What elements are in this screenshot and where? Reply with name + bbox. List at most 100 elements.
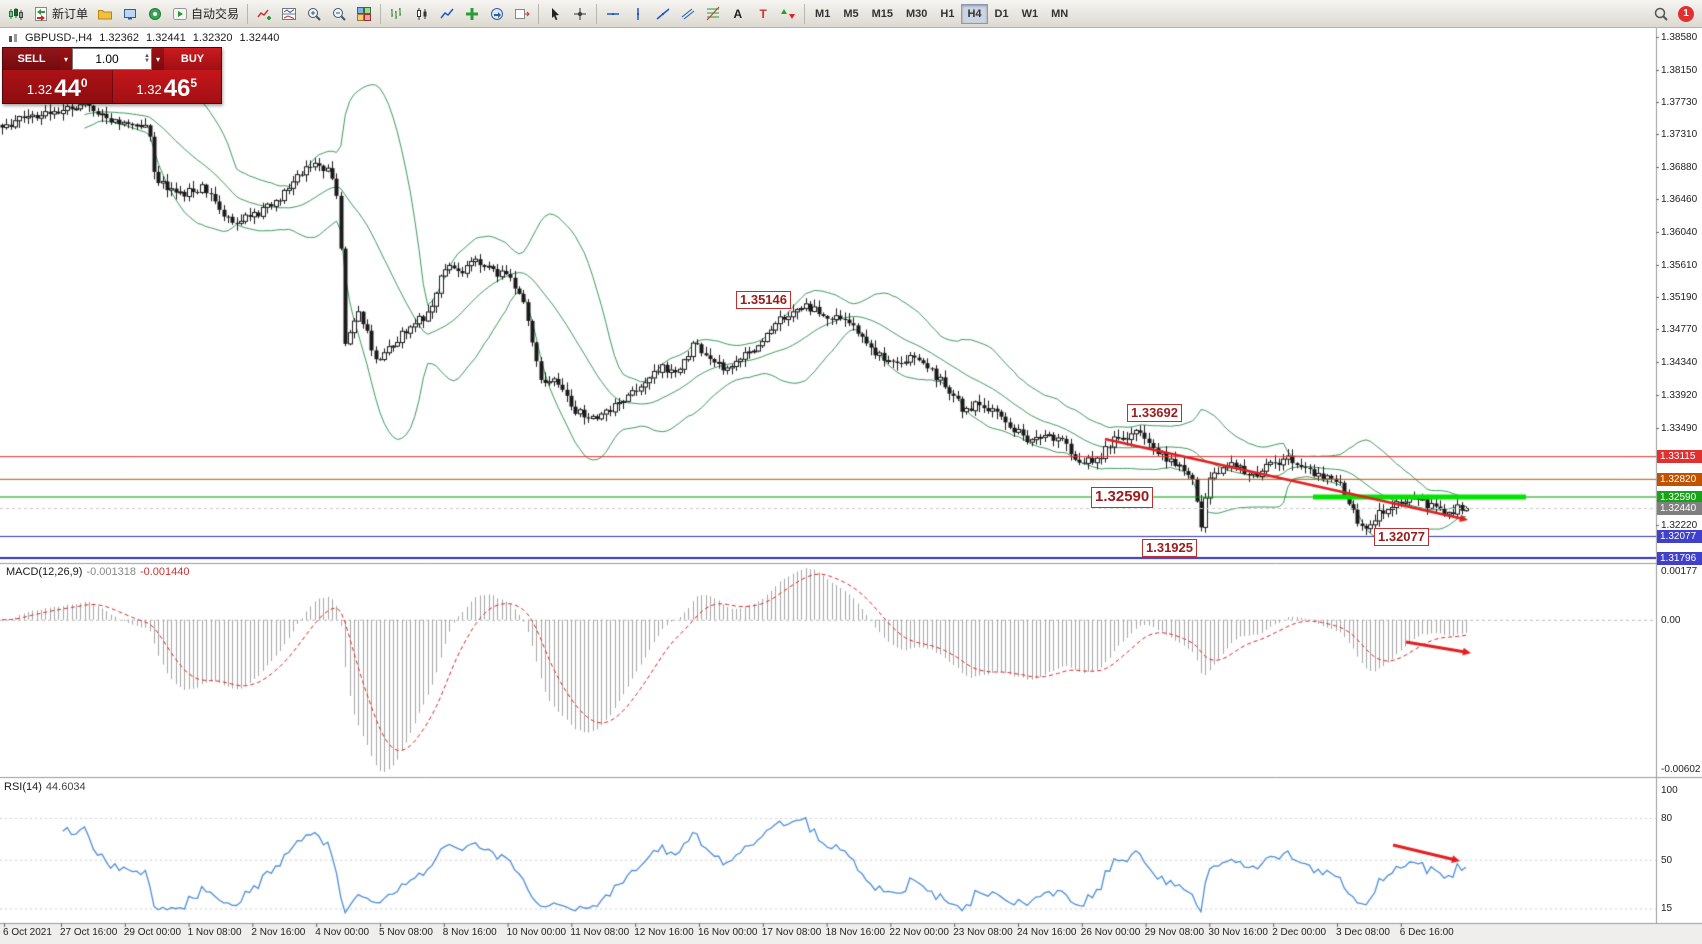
timeframe-W1[interactable]: W1 (1021, 7, 1039, 20)
fibonacci-tool-button[interactable] (701, 2, 725, 26)
channel-icon (680, 6, 696, 22)
new-order-label: 新订单 (52, 7, 89, 21)
arrows-tool-button[interactable] (776, 2, 800, 26)
line-icon (439, 6, 455, 22)
sell-dropdown-arrow[interactable]: ▾ (60, 48, 72, 70)
headset-icon (147, 6, 163, 22)
hline-icon (605, 6, 621, 22)
signals-button[interactable] (143, 2, 167, 26)
toolbar-separator (247, 3, 249, 24)
candle-chart-mode-button[interactable] (410, 2, 434, 26)
price-annotation[interactable]: 1.32077 (1374, 528, 1429, 547)
cursor-icon (547, 6, 563, 22)
zoom-in-button[interactable] (302, 2, 326, 26)
tile-windows-button[interactable] (352, 2, 376, 26)
trendline-tool-button[interactable] (651, 2, 675, 26)
bar-chart-mode-button[interactable] (385, 2, 409, 26)
sell-price-sup: 0 (80, 76, 88, 90)
channel-tool-button[interactable] (676, 2, 700, 26)
order-icon (33, 6, 49, 22)
trade-controls-row: SELL ▾ ▲▼ ▾ BUY (3, 48, 221, 70)
timeframe-D1[interactable]: D1 (994, 7, 1009, 20)
volume-box: ▲▼ (72, 48, 152, 70)
tline-icon (655, 6, 671, 22)
indicator-windows-button[interactable] (277, 2, 301, 26)
horizontal-line-tool-button[interactable] (601, 2, 625, 26)
data-window-button[interactable] (118, 2, 142, 26)
timeframe-M1[interactable]: M1 (815, 7, 831, 20)
volume-input[interactable] (73, 49, 151, 69)
new-chart-button[interactable] (4, 2, 28, 26)
shift-icon (514, 6, 530, 22)
timeframe-MN[interactable]: MN (1051, 7, 1069, 20)
volume-up-icon[interactable]: ▲ (144, 53, 150, 59)
main-toolbar: 新订单 自动交易 A T M1 M5 M15 M30 H1 H4 D1 W1 MN 1 (0, 0, 1702, 28)
buy-dropdown-arrow[interactable]: ▾ (152, 48, 164, 70)
indicator-icon (256, 6, 272, 22)
buy-price-sup: 5 (190, 76, 198, 90)
crosshair-icon (572, 6, 588, 22)
toolbar-separator (804, 3, 806, 24)
line-chart-mode-button[interactable] (435, 2, 459, 26)
fibo-icon (705, 6, 721, 22)
market-watch-button[interactable] (93, 2, 117, 26)
buy-button[interactable]: BUY (164, 48, 221, 70)
timeframe-M5[interactable]: M5 (843, 7, 859, 20)
toolbar-separator (538, 3, 540, 24)
sell-price[interactable]: 1.32 44 0 (3, 70, 112, 103)
autoscroll-icon (489, 6, 505, 22)
timeframe-H4[interactable]: H4 (961, 3, 988, 24)
indicator2-icon (281, 6, 297, 22)
auto-scroll-button[interactable] (485, 2, 509, 26)
tile-icon (356, 6, 372, 22)
trade-prices-row: 1.32 44 0 1.32 46 5 (3, 70, 221, 103)
timeframe-M15[interactable]: M15 (871, 7, 893, 20)
play-icon (172, 6, 188, 22)
auto-trading-button[interactable]: 自动交易 (168, 2, 243, 26)
indicators-button[interactable] (252, 2, 276, 26)
buy-price-prefix: 1.32 (136, 82, 162, 97)
chart-shift-button[interactable] (510, 2, 534, 26)
bars-icon (389, 6, 405, 22)
crosshair-tool-button[interactable] (568, 2, 592, 26)
search-icon (1653, 6, 1669, 22)
shapes-icon (780, 6, 796, 22)
monitor-icon (122, 6, 138, 22)
buy-price[interactable]: 1.32 46 5 (111, 70, 221, 103)
sell-price-big: 44 (54, 74, 81, 102)
price-annotation[interactable]: 1.31925 (1142, 539, 1197, 558)
buy-price-big: 46 (163, 74, 191, 102)
text-tool-button[interactable]: A (726, 2, 750, 26)
zoomout-icon (331, 6, 347, 22)
svg-text:T: T (760, 7, 768, 21)
price-annotation[interactable]: 1.33692 (1127, 404, 1182, 423)
textT-icon: T (755, 6, 771, 22)
book-icon (97, 6, 113, 22)
sell-price-prefix: 1.32 (26, 82, 53, 97)
chart-icon (8, 6, 24, 22)
candles-icon (414, 6, 430, 22)
vline-icon (630, 6, 646, 22)
new-order-button[interactable]: 新订单 (29, 2, 92, 26)
sell-button[interactable]: SELL (3, 48, 60, 70)
price-annotation[interactable]: 1.35146 (736, 291, 791, 310)
timeframe-H1[interactable]: H1 (940, 7, 955, 20)
volume-down-icon[interactable]: ▼ (144, 58, 150, 64)
gridplus-icon (464, 6, 480, 22)
notification-badge[interactable]: 1 (1678, 5, 1694, 22)
price-annotation[interactable]: 1.32590 (1091, 487, 1154, 508)
volume-stepper[interactable]: ▲ ▼ (144, 49, 150, 69)
label-tool-button[interactable]: T (751, 2, 775, 26)
timeframe-M30[interactable]: M30 (906, 7, 928, 20)
toolbar-separator (380, 3, 382, 24)
search-button[interactable] (1649, 2, 1673, 26)
zoom-out-button[interactable] (327, 2, 351, 26)
auto-trading-label: 自动交易 (191, 7, 240, 21)
zoomin-icon (306, 6, 322, 22)
cursor-tool-button[interactable] (543, 2, 567, 26)
new-chart-grid-button[interactable] (460, 2, 484, 26)
textA-icon: A (730, 6, 746, 22)
vertical-line-tool-button[interactable] (626, 2, 650, 26)
